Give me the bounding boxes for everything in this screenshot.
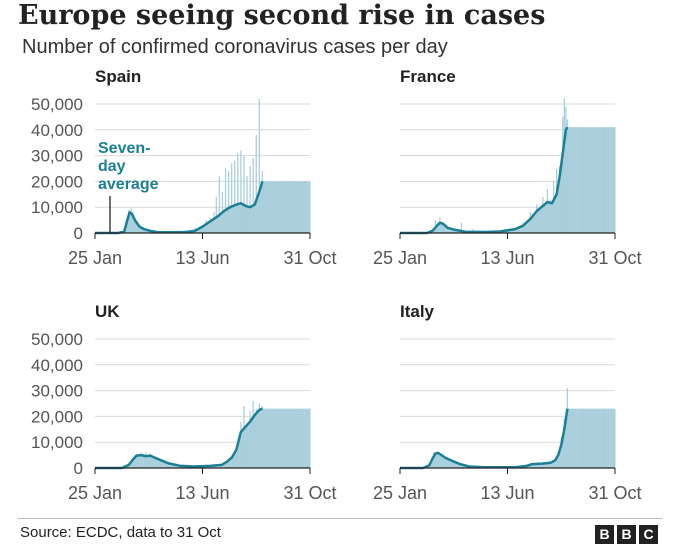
seven-day-average-line: [400, 408, 569, 470]
x-tick-label: 31 Oct: [283, 483, 336, 503]
x-tick-label: 25 Jan: [68, 248, 122, 268]
seven-day-average-line: [95, 407, 263, 470]
footer-divider: [18, 518, 662, 519]
x-tick-label: 25 Jan: [68, 483, 122, 503]
bbc-logo: B B C: [595, 525, 658, 544]
y-tick-label: 40,000: [31, 121, 83, 140]
y-tick-label: 20,000: [31, 172, 83, 191]
bbc-logo-letter: B: [595, 525, 614, 544]
x-tick-label: 25 Jan: [373, 248, 427, 268]
source-note: Source: ECDC, data to 31 Oct: [20, 524, 221, 541]
y-tick-label: 50,000: [31, 330, 83, 349]
annotation-text: day: [98, 158, 126, 175]
x-tick-label: 13 Jun: [480, 248, 534, 268]
panel-title: Italy: [400, 302, 435, 321]
bbc-logo-letter: B: [617, 525, 636, 544]
panel-title: UK: [95, 302, 120, 321]
y-tick-label: 50,000: [31, 95, 83, 114]
y-tick-label: 20,000: [31, 407, 83, 426]
y-tick-label: 10,000: [31, 198, 83, 217]
y-tick-label: 30,000: [31, 147, 83, 166]
bbc-logo-letter: C: [639, 525, 658, 544]
x-tick-label: 25 Jan: [373, 483, 427, 503]
x-tick-label: 13 Jun: [480, 483, 534, 503]
chart-title: Europe seeing second rise in cases: [18, 0, 546, 31]
panel-title: France: [400, 67, 456, 86]
x-tick-label: 31 Oct: [588, 248, 641, 268]
chart-subtitle: Number of confirmed coronavirus cases pe…: [22, 36, 448, 58]
x-tick-label: 13 Jun: [175, 248, 229, 268]
seven-day-average-line: [95, 181, 264, 235]
y-tick-label: 10,000: [31, 433, 83, 452]
x-tick-label: 31 Oct: [283, 248, 336, 268]
x-tick-label: 13 Jun: [175, 483, 229, 503]
seven-day-average-line: [400, 126, 569, 235]
y-tick-label: 0: [74, 224, 83, 243]
panel-title: Spain: [95, 67, 141, 86]
annotation-text: average: [98, 176, 159, 193]
y-tick-label: 0: [74, 459, 83, 478]
y-tick-label: 30,000: [31, 382, 83, 401]
x-tick-label: 31 Oct: [588, 483, 641, 503]
y-tick-label: 40,000: [31, 356, 83, 375]
annotation-text: Seven-: [98, 140, 150, 157]
